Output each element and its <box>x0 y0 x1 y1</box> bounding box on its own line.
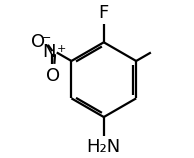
Text: F: F <box>99 4 109 22</box>
Text: N: N <box>42 43 56 61</box>
Text: H₂N: H₂N <box>87 138 121 156</box>
Text: O: O <box>46 67 60 85</box>
Text: −: − <box>42 33 51 43</box>
Text: +: + <box>57 44 66 54</box>
Text: O: O <box>31 33 45 51</box>
